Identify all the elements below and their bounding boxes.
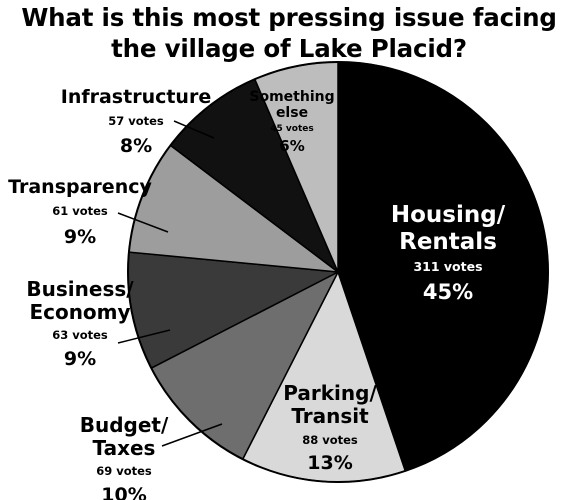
chart-title: What is this most pressing issue facing …	[0, 2, 578, 64]
chart-title-line-2: the village of Lake Placid?	[111, 34, 467, 63]
leader-line-5	[173, 120, 215, 139]
slice-label-2-line-1: Taxes	[93, 436, 156, 460]
slice-votes-3: 63 votes	[52, 328, 108, 342]
slice-votes-5: 57 votes	[108, 114, 164, 128]
slice-percent-3: 9%	[64, 348, 96, 370]
slice-votes-1: 88 votes	[302, 433, 358, 447]
slice-label-3-line-0: Business/	[26, 277, 134, 301]
slice-percent-4: 9%	[64, 226, 96, 248]
slice-percent-0: 45%	[423, 280, 473, 304]
leader-line-3	[117, 329, 171, 344]
slice-votes-2: 69 votes	[96, 464, 152, 478]
slice-label-1-line-1: Transit	[291, 404, 369, 428]
slice-label-3-line-1: Economy	[29, 300, 130, 324]
slice-percent-6: 6%	[279, 137, 304, 155]
chart-title-line-1: What is this most pressing issue facing	[21, 3, 557, 32]
pie-outline	[127, 61, 549, 483]
slice-label-0-line-0: Housing/	[391, 202, 506, 228]
slice-label-6-line-1: else	[276, 105, 308, 121]
slice-percent-2: 10%	[101, 484, 146, 500]
slice-label-0-line-1: Rentals	[399, 229, 497, 255]
leader-line-2	[161, 423, 223, 447]
slice-votes-0: 311 votes	[413, 259, 482, 274]
slice-votes-6: 45 votes	[270, 124, 313, 134]
slice-label-1-line-0: Parking/	[283, 381, 377, 405]
slice-votes-4: 61 votes	[52, 204, 108, 218]
slice-label-2-line-0: Budget/	[80, 413, 169, 437]
slice-percent-5: 8%	[120, 135, 152, 157]
leader-line-4	[117, 212, 169, 233]
slice-label-6-line-0: Something	[249, 89, 334, 105]
slice-label-4-line-0: Transparency	[8, 176, 152, 198]
slice-label-5-line-0: Infrastructure	[61, 86, 211, 108]
slice-percent-1: 13%	[307, 452, 352, 474]
